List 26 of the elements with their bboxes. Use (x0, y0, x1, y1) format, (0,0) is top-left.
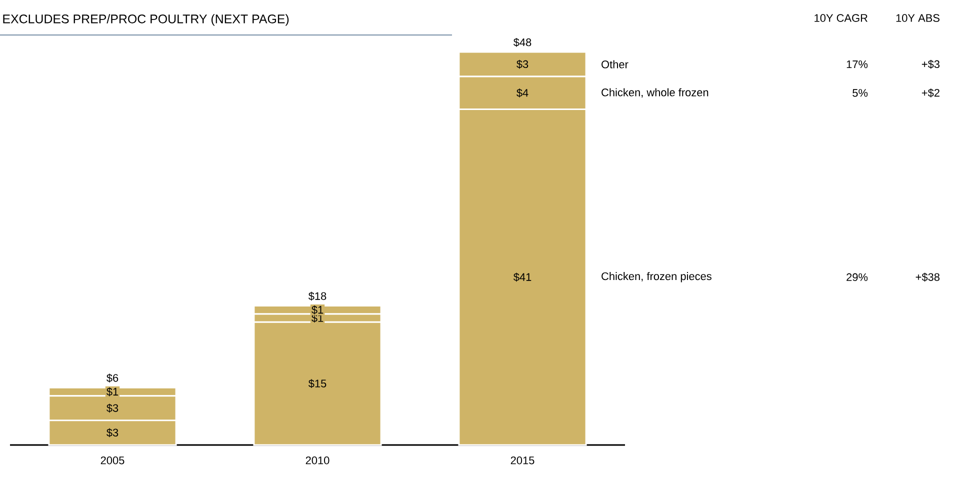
x-tick-label: 2015 (510, 456, 534, 464)
data-label: $3 (106, 428, 118, 438)
total-label: $48 (513, 38, 532, 47)
chart-title: EXCLUDES PREP/PROC POULTRY (NEXT PAGE) (3, 14, 289, 26)
total-label: $6 (106, 374, 118, 383)
text: 10Y CAGR (814, 14, 868, 22)
text: +$38 (916, 272, 940, 282)
data-label: $1 (312, 305, 324, 314)
text: +$2 (922, 88, 940, 98)
text: 29% (846, 273, 868, 282)
text: 17% (846, 60, 868, 68)
data-label: $4 (516, 88, 528, 98)
data-label: $3 (516, 60, 528, 69)
text: 5% (852, 89, 868, 97)
x-tick-label: 2005 (100, 456, 124, 464)
text: 10Y ABS (896, 14, 940, 22)
data-label: $41 (513, 272, 532, 282)
series-label: Chicken, frozen pieces (602, 272, 712, 282)
text: +$3 (922, 60, 940, 69)
x-tick-label: 2010 (306, 456, 330, 464)
data-label: $3 (106, 404, 118, 413)
data-label: $15 (308, 379, 326, 388)
series-label: Other (602, 60, 628, 68)
data-label: $1 (106, 387, 118, 396)
total-label: $18 (308, 292, 326, 301)
series-label: Chicken, whole frozen (602, 88, 708, 98)
